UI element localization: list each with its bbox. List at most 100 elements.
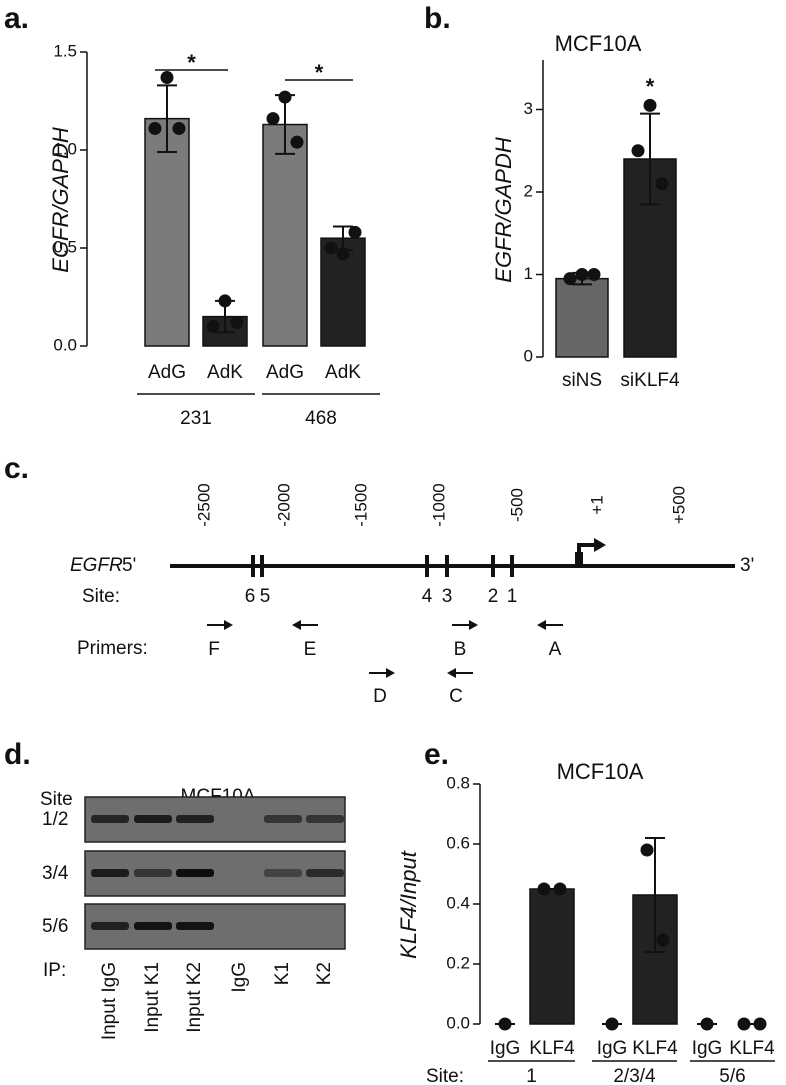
data-point (348, 225, 362, 239)
position-label: -1000 (429, 483, 448, 526)
primer-arrowhead (447, 668, 456, 678)
data-point (737, 1017, 751, 1031)
data-point (553, 882, 567, 896)
chart-title: MCF10A (555, 31, 642, 56)
data-point (640, 843, 654, 857)
gel-band (176, 869, 214, 877)
x-tick-label: AdG (148, 362, 186, 383)
data-point (605, 1017, 619, 1031)
y-tick-label: 1.5 (53, 41, 77, 60)
site-number: 1 (507, 586, 518, 607)
gel-band (306, 869, 344, 877)
primer-arrowhead (469, 620, 478, 630)
gene-name: EGFR (70, 555, 123, 576)
data-point (160, 70, 174, 84)
group-label: 2/3/4 (613, 1066, 656, 1085)
gel-band (134, 869, 172, 877)
x-tick-label: AdK (325, 362, 361, 383)
data-point (336, 247, 350, 261)
x-tick-label: IgG (597, 1038, 628, 1059)
group-label: 1 (526, 1066, 537, 1085)
primer-label: F (208, 639, 220, 660)
gel-row-label: 1/2 (42, 809, 68, 830)
panel-letter: b. (424, 2, 451, 35)
group-label: 468 (305, 408, 337, 429)
three-prime: 3' (740, 555, 754, 576)
lane-label: Input K1 (142, 962, 163, 1033)
data-point (206, 319, 220, 333)
y-tick-label: 1.0 (53, 139, 77, 158)
y-tick-label: 0.8 (446, 773, 470, 792)
site-marker (425, 555, 429, 577)
gel-band (264, 869, 302, 877)
primer-arrowhead (224, 620, 233, 630)
bar (555, 277, 609, 358)
gel-band (306, 815, 344, 823)
significance-star: * (646, 74, 655, 99)
primer-label: Primers: (77, 638, 148, 659)
panel-letter: d. (4, 738, 31, 771)
primer-arrowhead (537, 620, 546, 630)
gel-site-label: Site (40, 789, 73, 810)
data-point (700, 1017, 714, 1031)
data-point (172, 121, 186, 135)
data-point (656, 933, 670, 947)
y-tick-label: 0.6 (446, 833, 470, 852)
ip-label: IP: (43, 960, 66, 981)
y-axis-label: EGFR/GAPDH (48, 127, 73, 273)
x-tick-label: IgG (692, 1038, 723, 1059)
position-label: +1 (587, 495, 606, 514)
y-tick-label: 0.0 (53, 335, 77, 354)
gel-band (91, 815, 129, 823)
gel-row-label: 3/4 (42, 863, 69, 884)
gel-band (176, 922, 214, 930)
data-point (575, 268, 589, 281)
site-number: 6 (245, 586, 256, 607)
position-label: -2500 (194, 483, 213, 526)
lane-label: K2 (314, 962, 335, 985)
x-tick-label: AdK (207, 362, 243, 383)
y-tick-label: 3 (524, 99, 533, 118)
data-point (290, 135, 304, 149)
site-number: 5 (260, 586, 271, 607)
group-axis-label: Site: (426, 1066, 464, 1085)
primer-arrowhead (386, 668, 395, 678)
gel-band (134, 815, 172, 823)
data-point (753, 1017, 767, 1031)
position-label: -1500 (351, 483, 370, 526)
y-tick-label: 0 (524, 346, 533, 365)
primer-label: A (549, 639, 562, 660)
data-point (266, 112, 280, 126)
panel-letter: a. (4, 2, 29, 35)
x-tick-label: siKLF4 (620, 370, 680, 391)
site-marker (491, 555, 495, 577)
lane-label: IgG (229, 962, 250, 993)
x-tick-label: KLF4 (529, 1038, 575, 1059)
five-prime: 5' (122, 555, 136, 576)
lane-label: Input IgG (99, 962, 120, 1040)
panel-letter: e. (424, 738, 449, 771)
position-label: -500 (507, 488, 526, 522)
data-point (563, 272, 577, 286)
site-marker (251, 555, 255, 577)
y-tick-label: 0.4 (446, 893, 470, 912)
site-number: 3 (442, 586, 453, 607)
site-marker (510, 555, 514, 577)
lane-label: K1 (272, 962, 293, 985)
y-axis-label: EGFR/GAPDH (491, 137, 516, 283)
gel-band (91, 869, 129, 877)
data-point (278, 90, 292, 104)
tss-arrowhead (594, 538, 606, 552)
chart-title: MCF10A (557, 759, 644, 784)
data-point (218, 294, 232, 308)
site-number: 4 (422, 586, 433, 607)
primer-arrowhead (292, 620, 301, 630)
primer-label: D (373, 686, 387, 707)
lane-label: Input K2 (184, 962, 205, 1033)
bar (144, 117, 190, 347)
y-tick-label: 0.0 (446, 1013, 470, 1032)
y-tick-label: 1 (524, 264, 533, 283)
significance-star: * (315, 60, 324, 85)
gel-band (264, 815, 302, 823)
data-point (498, 1017, 512, 1031)
